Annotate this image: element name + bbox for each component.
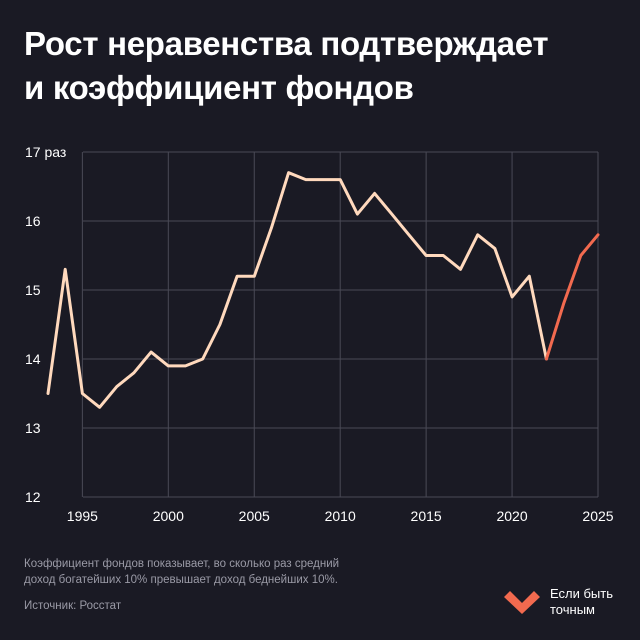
y-tick-label-12: 12 [25,489,41,505]
x-tick-label-2000: 2000 [153,508,184,524]
brand-name-line-1: Если быть [550,586,614,601]
series-line-2 [544,233,600,361]
brand-name: Если быть точным [550,586,613,618]
footnote: Коэффициент фондов показывает, во скольк… [24,556,394,588]
series-line-1 [46,171,548,409]
brand-name-line-2: точным [550,602,595,617]
x-tick-label-2015: 2015 [411,508,442,524]
x-tick-label-2020: 2020 [496,508,527,524]
series-lines [46,171,600,409]
heart-check-icon [504,591,540,614]
axis-tick-labels: 12 13 14 15 16 17 раз 1995 2000 2005 2010 2015 2020… [25,144,614,524]
x-tick-label-2005: 2005 [239,508,270,524]
y-tick-label-14: 14 [25,351,41,367]
y-axis-unit-label: 17 раз [25,144,66,160]
y-tick-label-15: 15 [25,282,41,298]
footnote-line-2: доход богатейших 10% превышает доход бед… [24,574,338,586]
y-tick-label-16: 16 [25,213,41,229]
x-tick-label-1995: 1995 [67,508,98,524]
brand-logo-block: Если быть точным [502,586,613,618]
x-tick-label-2010: 2010 [325,508,356,524]
grid-lines [81,151,599,498]
y-tick-label-13: 13 [25,420,41,436]
footnote-line-1: Коэффициент фондов показывает, во скольк… [24,558,340,570]
source-note: Источник: Росстат [24,600,122,612]
x-tick-label-2025: 2025 [582,508,613,524]
chart-title: Рост неравенства подтверждает и коэффици… [24,22,614,110]
chart-title-line-2: и коэффициент фондов [24,69,414,106]
chart-title-line-1: Рост неравенства подтверждает [24,25,549,62]
